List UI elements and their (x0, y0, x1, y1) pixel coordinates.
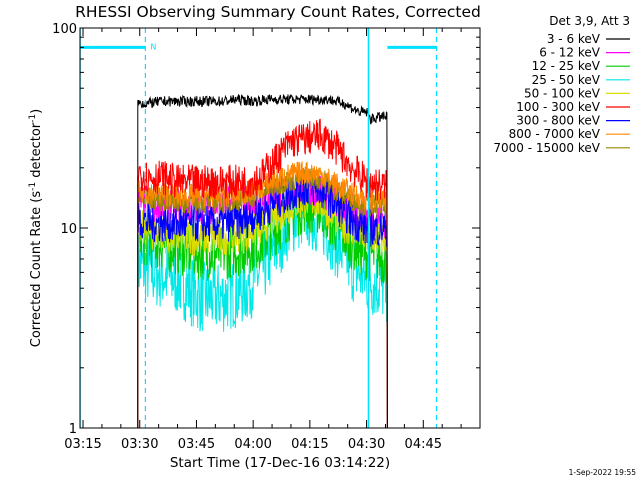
series-line (137, 161, 388, 428)
y-axis-label-main: Corrected Count Rate (s (29, 191, 44, 348)
x-tick-label: 03:45 (178, 437, 215, 452)
y-axis-label-sup2: -1 (28, 114, 38, 123)
legend-label: 50 - 100 keV (524, 86, 601, 100)
flag-label: N (150, 42, 156, 51)
legend-label: 100 - 300 keV (516, 100, 600, 114)
y-axis-label-end: ) (29, 109, 44, 114)
y-tick-label: 1 (69, 422, 77, 437)
x-tick-label: 03:30 (121, 437, 158, 452)
legend-label: 12 - 25 keV (532, 59, 601, 73)
x-tick-label: 04:15 (291, 437, 328, 452)
x-axis-label: Start Time (17-Dec-16 03:14:22) (170, 455, 390, 471)
series-layer (137, 94, 388, 428)
legend-label: 25 - 50 keV (532, 73, 601, 87)
footer-timestamp: 1-Sep-2022 19:55 (569, 468, 637, 477)
series-line (137, 118, 388, 428)
y-axis-label: Corrected Count Rate (s-1 detector-1) (28, 109, 44, 347)
legend-label: 3 - 6 keV (547, 32, 601, 46)
series-line (137, 170, 388, 428)
x-tick-label: 04:00 (234, 437, 271, 452)
x-tick-label: 04:30 (348, 437, 385, 452)
legend-label: 6 - 12 keV (539, 46, 601, 60)
legend-label: 800 - 7000 keV (509, 127, 601, 141)
legend-title: Det 3,9, Att 3 (549, 14, 630, 28)
x-tick-label: 03:15 (64, 437, 101, 452)
y-tick-label: 10 (60, 222, 77, 237)
legend-label: 300 - 800 keV (516, 114, 600, 128)
marker-layer (80, 28, 438, 428)
y-axis-label-mid: detector (29, 122, 44, 182)
y-axis-label-sup1: -1 (28, 182, 38, 191)
series-line (137, 94, 388, 428)
y-tick-label: 100 (52, 22, 77, 37)
legend-label: 7000 - 15000 keV (493, 141, 600, 155)
chart-title: RHESSI Observing Summary Count Rates, Co… (75, 3, 481, 21)
axes-layer: 1 10 100 03:15 03:30 03:45 04:00 04:15 04:30 04:4… (52, 22, 480, 452)
x-tick-label: 04:45 (405, 437, 442, 452)
